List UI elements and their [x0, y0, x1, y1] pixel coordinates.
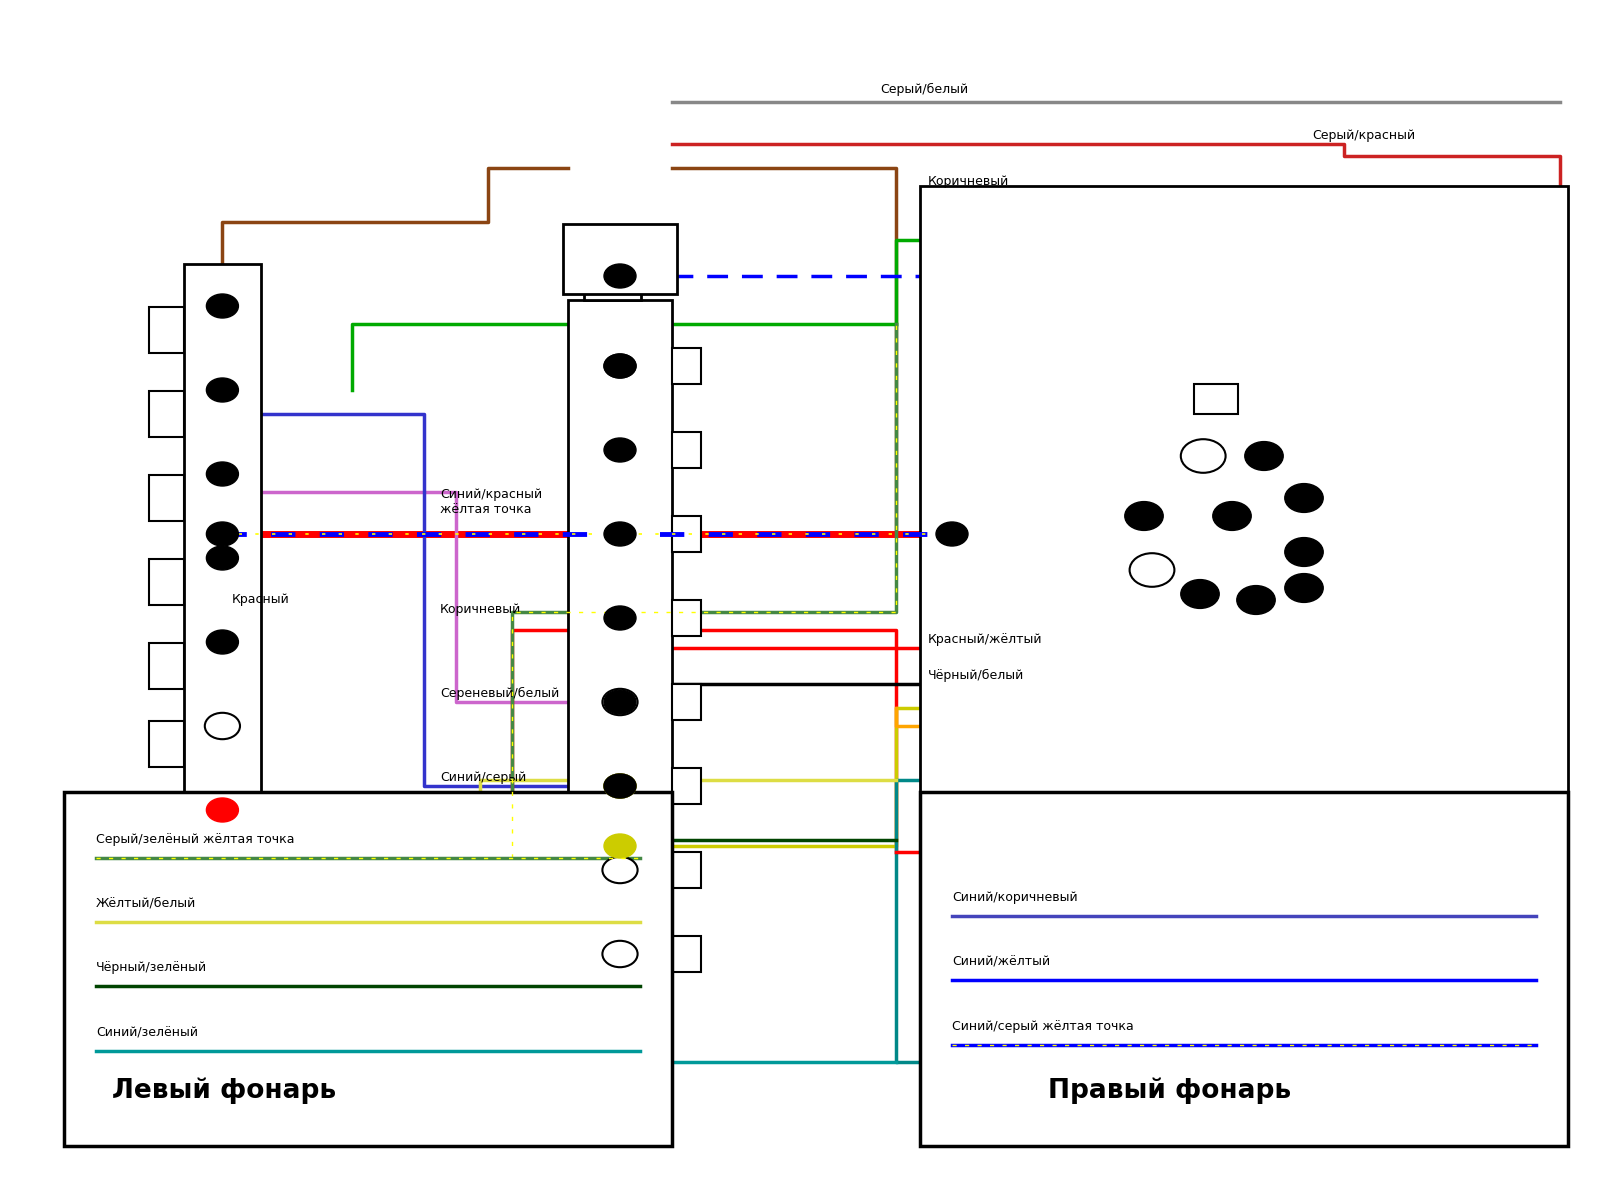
- Text: Левый фонарь: Левый фонарь: [112, 1078, 336, 1104]
- Circle shape: [205, 713, 240, 739]
- Text: Синий/коричневый: Синий/коричневый: [952, 890, 1078, 904]
- Text: Коричневый: Коричневый: [928, 175, 1010, 188]
- Circle shape: [206, 546, 238, 570]
- Text: Синий/жёлтый: Синий/жёлтый: [952, 955, 1050, 968]
- Bar: [672, 936, 701, 972]
- Circle shape: [206, 378, 238, 402]
- Circle shape: [1125, 502, 1163, 530]
- Bar: [149, 307, 184, 353]
- Bar: [672, 768, 701, 804]
- Bar: [568, 300, 672, 1056]
- Circle shape: [1064, 408, 1368, 636]
- Text: Серый/белый: Серый/белый: [880, 83, 968, 96]
- Bar: [672, 348, 701, 384]
- Text: Синий/красный
жёлтая точка: Синий/красный жёлтая точка: [440, 488, 542, 516]
- Text: Правый фонарь: Правый фонарь: [1048, 1078, 1291, 1104]
- Circle shape: [602, 941, 637, 967]
- Text: Синий/зелёный: Синий/зелёный: [96, 1026, 198, 1039]
- Circle shape: [206, 630, 238, 654]
- Text: Красный: Красный: [232, 593, 290, 606]
- Bar: [149, 721, 184, 767]
- Circle shape: [206, 294, 238, 318]
- Bar: [920, 792, 1568, 1146]
- Circle shape: [603, 354, 637, 378]
- Circle shape: [602, 689, 637, 715]
- Circle shape: [1285, 538, 1323, 566]
- Circle shape: [603, 438, 637, 462]
- Circle shape: [1285, 574, 1323, 602]
- Circle shape: [603, 522, 637, 546]
- Circle shape: [603, 774, 637, 798]
- Bar: [672, 852, 701, 888]
- Bar: [672, 432, 701, 468]
- Circle shape: [1181, 580, 1219, 608]
- Bar: [672, 516, 701, 552]
- Circle shape: [603, 354, 637, 378]
- Text: Чёрный/белый: Чёрный/белый: [928, 668, 1024, 682]
- Circle shape: [936, 522, 968, 546]
- Bar: [1194, 384, 1238, 414]
- Circle shape: [603, 774, 637, 798]
- Text: Серый/красный: Серый/красный: [1312, 128, 1414, 142]
- Bar: [672, 684, 701, 720]
- Text: Синий/серый жёлтая точка: Синий/серый жёлтая точка: [952, 1020, 1134, 1033]
- Bar: [584, 258, 640, 300]
- Circle shape: [602, 857, 637, 883]
- Bar: [920, 186, 1568, 1146]
- Circle shape: [603, 690, 637, 714]
- Bar: [672, 600, 701, 636]
- Bar: [149, 643, 184, 689]
- Text: Жёлтый/белый: Жёлтый/белый: [96, 896, 197, 910]
- Bar: [149, 475, 184, 521]
- Circle shape: [603, 834, 637, 858]
- Circle shape: [1213, 502, 1251, 530]
- Bar: [64, 792, 672, 1146]
- Bar: [563, 224, 677, 294]
- Circle shape: [1130, 553, 1174, 587]
- Circle shape: [206, 798, 238, 822]
- Circle shape: [206, 522, 238, 546]
- Circle shape: [603, 264, 637, 288]
- Text: Коричневый: Коричневый: [440, 602, 522, 616]
- Circle shape: [603, 774, 637, 798]
- Circle shape: [1245, 442, 1283, 470]
- Bar: [184, 264, 261, 864]
- Text: Сереневый/белый: Сереневый/белый: [440, 686, 560, 700]
- Circle shape: [1181, 439, 1226, 473]
- Bar: [149, 391, 184, 437]
- Text: Синий/серый: Синий/серый: [440, 770, 526, 784]
- Bar: [149, 559, 184, 605]
- Text: Серый/зелёный жёлтая точка: Серый/зелёный жёлтая точка: [96, 833, 294, 846]
- Circle shape: [603, 606, 637, 630]
- Text: Чёрный/зелёный: Чёрный/зелёный: [96, 961, 206, 974]
- Circle shape: [1237, 586, 1275, 614]
- Circle shape: [1285, 484, 1323, 512]
- Text: Красный/жёлтый: Красный/жёлтый: [928, 632, 1043, 646]
- Circle shape: [206, 462, 238, 486]
